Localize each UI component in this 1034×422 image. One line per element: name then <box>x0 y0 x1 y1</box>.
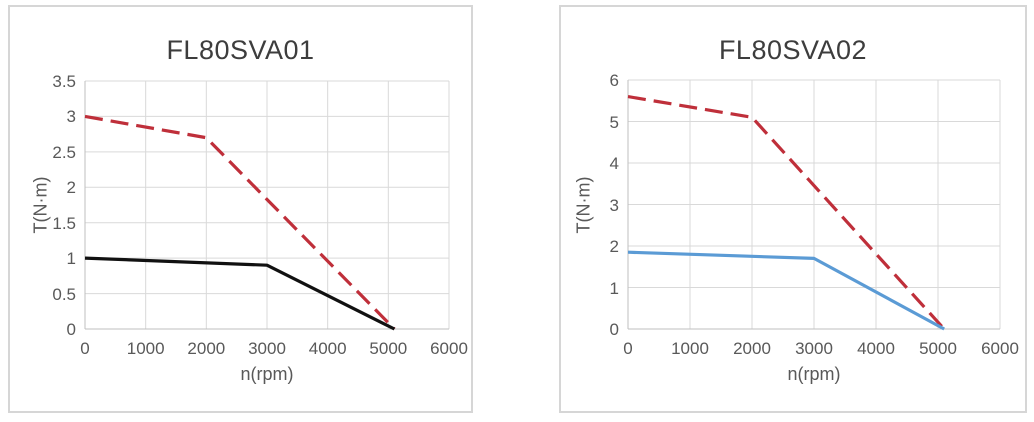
y-tick-label: 2 <box>66 178 76 198</box>
y-tick-label: 3 <box>609 195 619 215</box>
peak-torque-line <box>84 114 396 331</box>
y-axis-label: T(N·m) <box>30 176 51 234</box>
x-axis-label: n(rpm) <box>240 364 294 384</box>
x-tick-label: 0 <box>623 339 633 358</box>
x-tick-label: 2000 <box>187 339 226 358</box>
torque-chart-fl80sva02: FL80SVA02 0 1 2 3 4 5 6 0 1000 2000 3000 4000 5000 6… <box>559 5 1027 413</box>
peak-torque-line <box>627 95 946 331</box>
x-tick-label: 1000 <box>671 339 709 358</box>
x-tick-label: 2000 <box>733 339 771 358</box>
plot-area <box>84 80 450 331</box>
y-tick-label: 6 <box>609 71 619 90</box>
y-tick-label: 4 <box>609 154 619 173</box>
y-tick-label: 0.5 <box>52 284 76 304</box>
torque-chart-fl80sva01: FL80SVA01 0 0.5 1 1.5 2 2.5 3 3.5 0 1000 2000 3000… <box>8 5 473 413</box>
y-tick-label: 1.5 <box>52 213 76 233</box>
x-tick-label: 5000 <box>919 339 957 358</box>
y-tick-label: 2.5 <box>52 142 76 162</box>
x-tick-label: 5000 <box>369 339 408 358</box>
x-tick-label: 6000 <box>430 339 468 358</box>
y-tick-label: 5 <box>609 112 619 132</box>
x-tick-label: 4000 <box>308 339 347 358</box>
chart-title: FL80SVA01 <box>166 35 315 65</box>
y-axis-label: T(N·m) <box>573 176 594 233</box>
y-tick-label: 2 <box>609 237 619 256</box>
y-tick-label: 1 <box>66 249 76 269</box>
rated-torque-line <box>84 256 396 331</box>
x-tick-label: 3000 <box>795 339 833 358</box>
y-tick-label: 0 <box>609 320 619 339</box>
x-tick-label: 4000 <box>857 339 895 358</box>
x-tick-label: 3000 <box>248 339 286 358</box>
chart-title: FL80SVA02 <box>718 35 868 65</box>
rated-torque-line <box>627 250 945 331</box>
y-tick-label: 0 <box>66 320 76 339</box>
x-axis-label: n(rpm) <box>787 364 841 384</box>
y-tick-label: 3.5 <box>52 72 76 91</box>
plot-area <box>627 79 1001 331</box>
x-tick-label: 0 <box>80 339 90 358</box>
y-tick-label: 1 <box>609 278 619 298</box>
x-tick-label: 6000 <box>981 339 1019 358</box>
y-tick-label: 3 <box>66 107 76 127</box>
x-tick-label: 1000 <box>126 339 165 358</box>
